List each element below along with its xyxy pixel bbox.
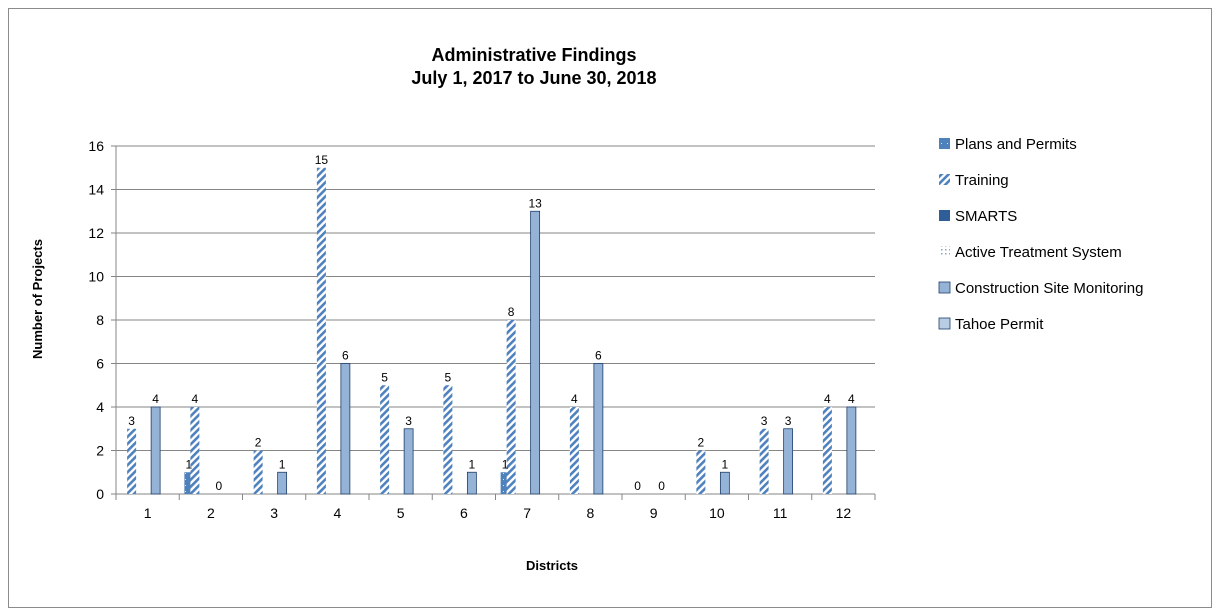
x-tick-label: 2 (207, 505, 215, 521)
legend-label: Training (955, 172, 1009, 189)
y-tick-label: 12 (88, 225, 104, 241)
data-label: 13 (528, 196, 542, 210)
data-label: 2 (255, 436, 262, 450)
bars (127, 167, 857, 495)
data-label: 3 (405, 414, 412, 428)
legend-label: Plans and Permits (955, 136, 1077, 153)
legend-swatch (939, 246, 950, 257)
bar-training (696, 450, 706, 494)
legend-label: Tahoe Permit (955, 316, 1044, 333)
bar-training (506, 320, 516, 494)
bar-construction-site-monitoring (783, 428, 794, 495)
chart-subtitle: July 1, 2017 to June 30, 2018 (411, 68, 656, 88)
bar-training (380, 385, 390, 494)
y-tick-label: 6 (96, 356, 104, 372)
x-tick-label: 8 (586, 505, 594, 521)
bar-construction-site-monitoring (530, 210, 541, 495)
x-tick-label: 6 (460, 505, 468, 521)
legend-swatch (938, 317, 951, 330)
data-label: 6 (342, 349, 349, 363)
bar-training (569, 407, 579, 494)
data-label: 3 (761, 414, 768, 428)
x-tick-label: 9 (650, 505, 658, 521)
data-label: 4 (824, 392, 831, 406)
data-label: 4 (192, 392, 199, 406)
data-label: 1 (186, 457, 193, 471)
legend-label: SMARTS (955, 208, 1017, 225)
y-tick-label: 8 (96, 312, 104, 328)
bar-training (822, 407, 832, 494)
x-tick-label: 5 (397, 505, 405, 521)
y-tick-label: 10 (88, 269, 104, 285)
bar-construction-site-monitoring (150, 406, 161, 495)
gridlines (116, 145, 875, 495)
legend-swatch (939, 210, 950, 221)
y-tick-label: 2 (96, 443, 104, 459)
bar-construction-site-monitoring (340, 363, 351, 495)
bar-training (316, 167, 326, 494)
y-tick-label: 0 (96, 486, 104, 502)
y-tick-label: 4 (96, 399, 104, 415)
data-label: 4 (848, 392, 855, 406)
data-label: 1 (722, 457, 729, 471)
data-label: 1 (279, 457, 286, 471)
data-label: 1 (469, 457, 476, 471)
data-label: 3 (128, 414, 135, 428)
y-tick-label: 14 (88, 182, 104, 198)
bar-training (190, 407, 200, 494)
data-label: 15 (315, 153, 329, 167)
data-label: 2 (698, 436, 705, 450)
legend-swatch (939, 138, 950, 149)
x-tick-label: 3 (270, 505, 278, 521)
bar-plans-and-permits (184, 472, 194, 494)
data-label: 6 (595, 349, 602, 363)
legend-label: Active Treatment System (955, 244, 1122, 261)
data-label: 0 (216, 479, 223, 493)
y-tick-label: 16 (88, 138, 104, 154)
chart-title: Administrative Findings (431, 45, 636, 65)
data-label: 1 (502, 457, 509, 471)
bar-construction-site-monitoring (466, 471, 477, 495)
data-label: 3 (785, 414, 792, 428)
bar-training (253, 450, 263, 494)
bar-construction-site-monitoring (846, 406, 857, 495)
bar-plans-and-permits (500, 472, 510, 494)
data-label: 4 (152, 392, 159, 406)
data-label: 8 (508, 305, 515, 319)
x-tick-label: 7 (523, 505, 531, 521)
y-axis-title: Number of Projects (30, 239, 45, 359)
x-tick-label: 1 (144, 505, 152, 521)
legend: Plans and Permits Training SMARTS Active Tr… (938, 136, 1143, 333)
bar-training (759, 428, 769, 494)
data-label: 5 (445, 370, 452, 384)
chart-frame: 0 2 4 6 8 10 12 14 16 1 2 3 4 5 6 7 8 9 10 11 12 1 1 3 4 2 15 5 5 8 4… (8, 8, 1212, 608)
bar-construction-site-monitoring (403, 428, 414, 495)
bar-construction-site-monitoring (719, 471, 730, 495)
data-label: 5 (381, 370, 388, 384)
legend-swatch (939, 174, 950, 185)
bar-training (127, 428, 137, 494)
x-tick-label: 11 (773, 505, 788, 521)
x-tick-label: 12 (836, 505, 852, 521)
x-axis-title: Districts (526, 558, 578, 573)
x-tick-label: 10 (709, 505, 725, 521)
bar-construction-site-monitoring (593, 363, 604, 495)
data-label: 0 (634, 479, 641, 493)
bar-training (443, 385, 453, 494)
legend-label: Construction Site Monitoring (955, 280, 1143, 297)
bar-construction-site-monitoring (277, 471, 288, 495)
data-label: 0 (658, 479, 665, 493)
data-label: 4 (571, 392, 578, 406)
x-tick-label: 4 (333, 505, 341, 521)
legend-swatch (938, 281, 951, 294)
